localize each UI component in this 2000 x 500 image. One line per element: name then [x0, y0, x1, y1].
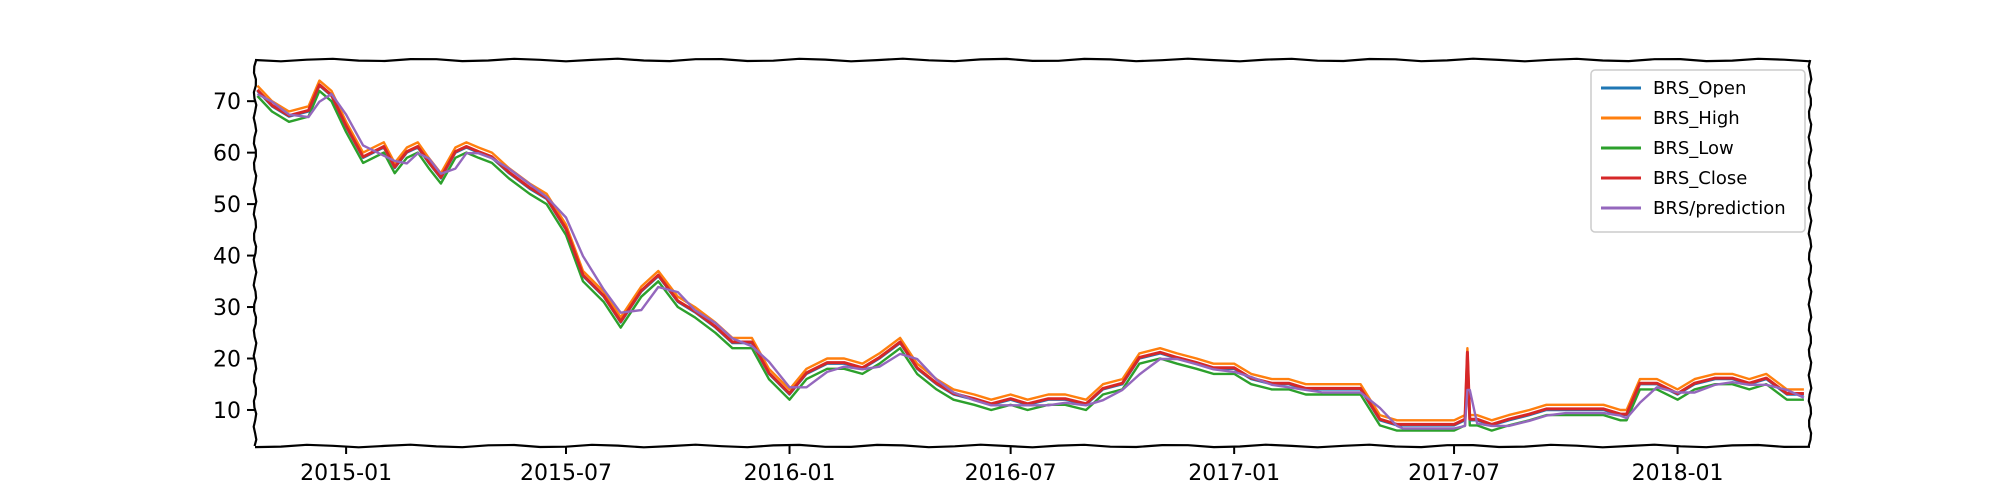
series-line-brs-open [256, 84, 1804, 427]
x-tick-label: 2015-07 [520, 461, 612, 486]
legend-label: BRS/prediction [1653, 198, 1786, 219]
legend-item: BRS_High [1601, 108, 1740, 129]
y-tick-label: 70 [213, 90, 241, 115]
y-tick-label: 50 [213, 193, 241, 218]
y-axis: 10 20 30 40 50 60 70 [213, 90, 255, 424]
series-line-brs-high [256, 79, 1804, 422]
x-tick-label: 2018-01 [1632, 461, 1724, 486]
legend-box [1590, 69, 1806, 233]
legend-item: BRS/prediction [1601, 198, 1786, 219]
legend-label: BRS_High [1653, 108, 1740, 129]
legend-item: BRS_Low [1601, 138, 1734, 159]
series-line-brs-close [256, 83, 1804, 426]
legend-label: BRS_Close [1653, 168, 1747, 189]
x-tick-label: 2017-07 [1408, 461, 1500, 486]
x-tick-label: 2016-01 [744, 461, 836, 486]
x-axis: 2015-01 2015-07 2016-01 2016-07 2017-01 2017-… [300, 446, 1724, 486]
y-tick-label: 60 [213, 142, 241, 167]
axis-spine-bottom [254, 443, 1811, 449]
series-line-brs-prediction [256, 92, 1805, 430]
x-tick-label: 2015-01 [300, 461, 392, 486]
axis-spine-top [254, 57, 1811, 63]
series-layer [256, 79, 1805, 432]
series-line-brs-low [256, 89, 1804, 432]
axis-spine-left [252, 59, 258, 447]
legend: BRS_Open BRS_High BRS_Low BRS_Close BRS/pred… [1590, 69, 1806, 233]
y-tick-label: 40 [213, 245, 241, 270]
legend-item: BRS_Open [1601, 78, 1746, 99]
y-tick-label: 20 [213, 348, 241, 373]
legend-label: BRS_Open [1653, 78, 1746, 99]
y-tick-label: 30 [213, 296, 241, 321]
legend-item: BRS_Close [1601, 168, 1747, 189]
legend-label: BRS_Low [1653, 138, 1734, 159]
plot-frame [252, 57, 1813, 449]
legend-items: BRS_Open BRS_High BRS_Low BRS_Close BRS/pred… [1601, 78, 1786, 219]
y-tick-label: 10 [213, 399, 241, 424]
x-tick-label: 2016-07 [965, 461, 1057, 486]
axis-spine-right [1807, 59, 1813, 447]
x-tick-label: 2017-01 [1188, 461, 1280, 486]
